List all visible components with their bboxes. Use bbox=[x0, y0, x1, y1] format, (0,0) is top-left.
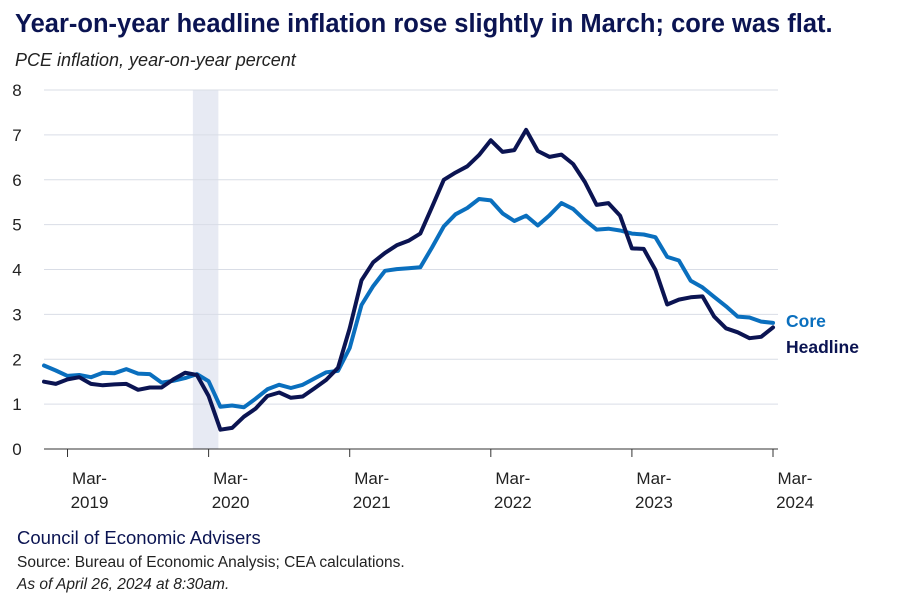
as-of-note: As of April 26, 2024 at 8:30am. bbox=[17, 576, 230, 593]
y-tick-label: 5 bbox=[12, 216, 21, 235]
y-tick-label: 7 bbox=[12, 126, 21, 145]
x-tick-label-year: 2019 bbox=[71, 493, 109, 512]
x-tick-label-month: Mar- bbox=[636, 469, 671, 488]
y-axis-ticks: 0 1 2 3 4 5 6 7 8 bbox=[12, 81, 21, 459]
y-tick-label: 0 bbox=[12, 440, 21, 459]
x-tick-label-month: Mar- bbox=[778, 469, 813, 488]
y-tick-label: 3 bbox=[12, 305, 21, 324]
x-tick-label-year: 2023 bbox=[635, 493, 673, 512]
organization-name: Council of Economic Advisers bbox=[17, 527, 261, 548]
y-tick-label: 4 bbox=[12, 261, 21, 280]
x-tick-label-month: Mar- bbox=[495, 469, 530, 488]
series-lines bbox=[42, 127, 775, 432]
series-labels: Core Headline bbox=[786, 311, 859, 357]
y-tick-label: 6 bbox=[12, 171, 21, 190]
x-tick-label-year: 2022 bbox=[494, 493, 532, 512]
chart-subtitle: PCE inflation, year-on-year percent bbox=[15, 50, 296, 70]
x-tick-label-year: 2021 bbox=[353, 493, 391, 512]
x-tick-label-month: Mar- bbox=[72, 469, 107, 488]
y-tick-label: 1 bbox=[12, 395, 21, 414]
series-label-headline: Headline bbox=[786, 337, 859, 357]
series-label-core: Core bbox=[786, 311, 826, 331]
line-chart: 0 1 2 3 4 5 6 7 8 Mar- 2019 Mar- 2020 Mar- 2021 Mar- 20… bbox=[12, 81, 859, 512]
series-line-core bbox=[42, 197, 775, 410]
y-tick-label: 8 bbox=[12, 81, 21, 100]
source-note: Source: Bureau of Economic Analysis; CEA… bbox=[17, 554, 405, 571]
x-tick-label-month: Mar- bbox=[354, 469, 389, 488]
chart-title: Year-on-year headline inflation rose sli… bbox=[15, 10, 833, 38]
y-tick-label: 2 bbox=[12, 350, 21, 369]
x-tick-label-year: 2024 bbox=[776, 493, 814, 512]
x-axis-ticks: Mar- 2019 Mar- 2020 Mar- 2021 Mar- 2022 Mar- 2023… bbox=[67, 449, 814, 512]
series-line-headline bbox=[42, 127, 775, 432]
x-tick-label-month: Mar- bbox=[213, 469, 248, 488]
x-tick-label-year: 2020 bbox=[212, 493, 250, 512]
